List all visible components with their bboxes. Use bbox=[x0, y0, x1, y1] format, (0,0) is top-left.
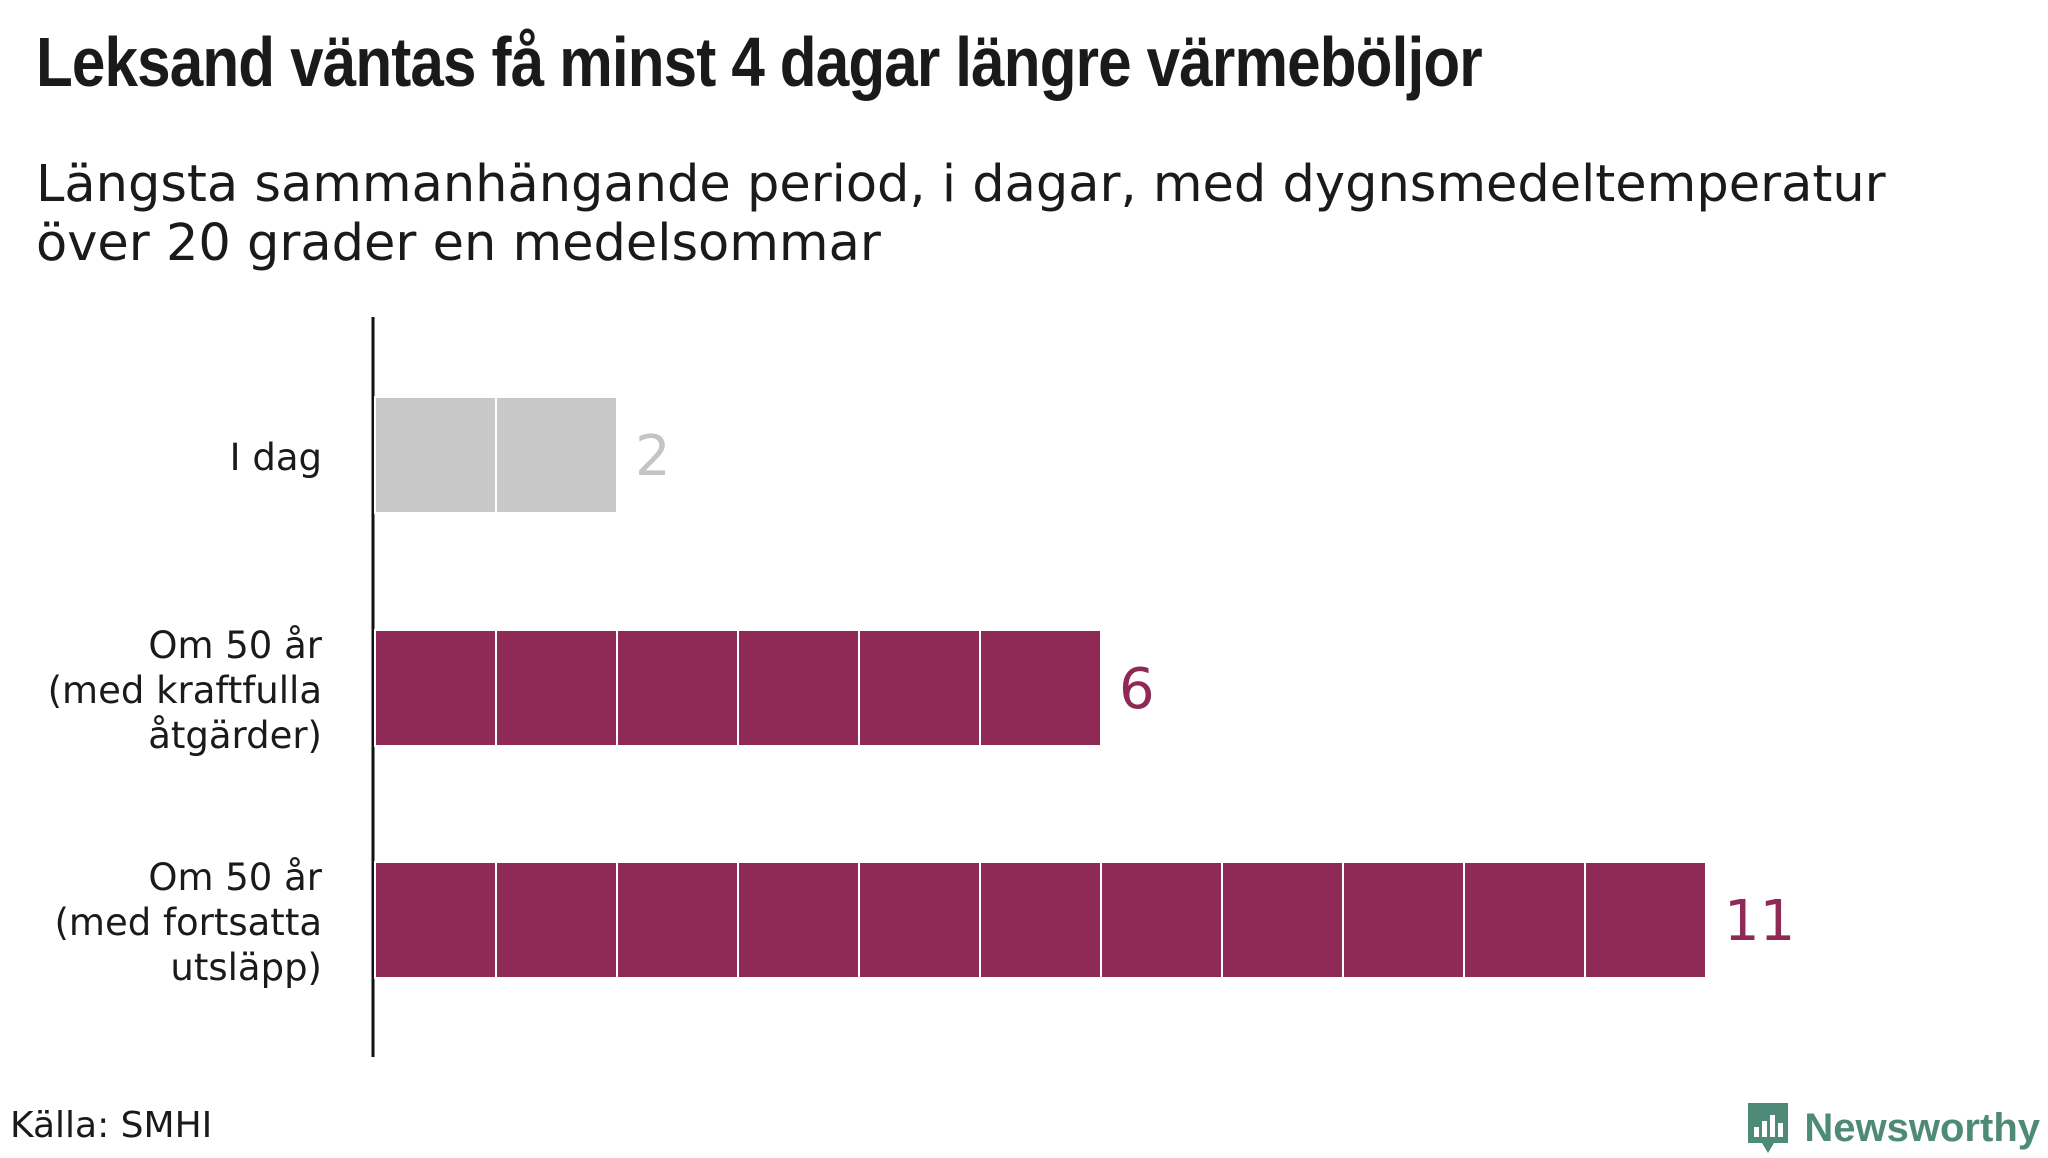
bar-unit-block bbox=[737, 861, 860, 979]
brand-logo: Newsworthy bbox=[1744, 1098, 2040, 1158]
bar-unit-block bbox=[1100, 861, 1223, 979]
category-label: Om 50 år (med kraftfulla åtgärder) bbox=[48, 624, 323, 757]
bar-unit-block bbox=[374, 861, 497, 979]
bar-3 bbox=[374, 861, 1707, 979]
bar-unit-block bbox=[979, 861, 1102, 979]
data-label: 2 bbox=[635, 424, 671, 489]
bar-unit-block bbox=[374, 629, 497, 747]
chart-subtitle: Längsta sammanhängande period, i dagar, … bbox=[36, 155, 1886, 273]
data-label: 11 bbox=[1724, 889, 1795, 954]
bar-chart-badge-icon bbox=[1748, 1103, 1789, 1153]
brand-name: Newsworthy bbox=[1804, 1105, 2040, 1150]
category-label: I dag bbox=[230, 436, 322, 479]
category-label: Om 50 år (med fortsatta utsläpp) bbox=[54, 856, 322, 989]
data-label: 6 bbox=[1119, 657, 1155, 722]
bar-unit-block bbox=[858, 629, 981, 747]
bar-chart: 2 I dag 6 Om 50 år (med kraftfulla åtgärder) 1… bbox=[48, 317, 1795, 1057]
bar-unit-block bbox=[616, 629, 739, 747]
bar-unit-block bbox=[495, 629, 618, 747]
bar-unit-block bbox=[858, 861, 981, 979]
bar-unit-block bbox=[979, 629, 1102, 747]
bar-unit-block bbox=[495, 396, 618, 514]
bar-2 bbox=[374, 629, 1102, 747]
bar-unit-block bbox=[1584, 861, 1707, 979]
chart-title: Leksand väntas få minst 4 dagar längre v… bbox=[36, 23, 1483, 101]
bar-unit-block bbox=[1342, 861, 1465, 979]
bar-unit-block bbox=[1463, 861, 1586, 979]
bar-unit-block bbox=[495, 861, 618, 979]
source-note: Källa: SMHI bbox=[10, 1105, 213, 1146]
bar-unit-block bbox=[616, 861, 739, 979]
bar-unit-block bbox=[1221, 861, 1344, 979]
bar-unit-block bbox=[737, 629, 860, 747]
bar-1 bbox=[374, 396, 618, 514]
bar-unit-block bbox=[374, 396, 497, 514]
